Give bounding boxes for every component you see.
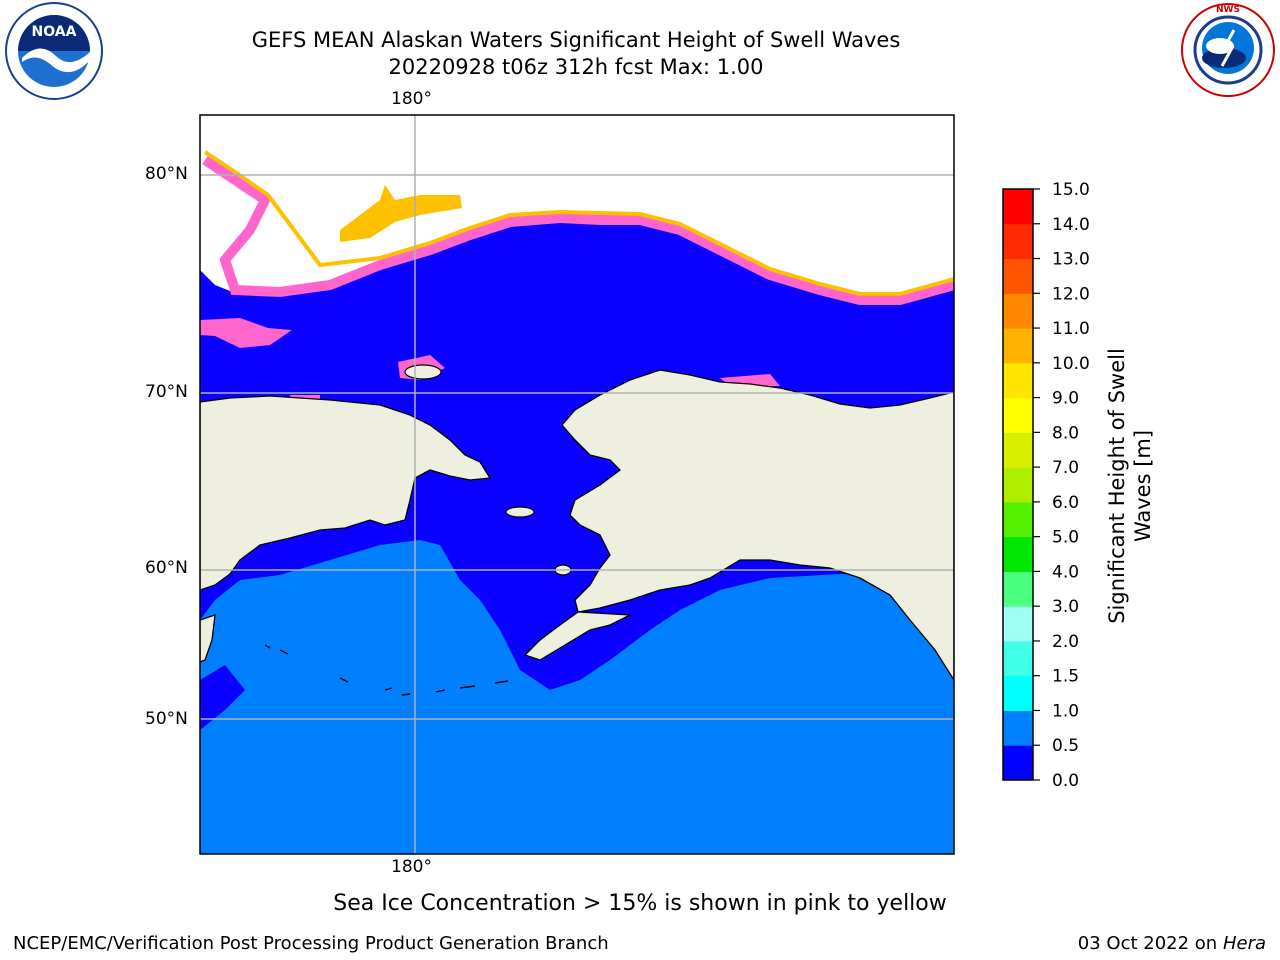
lon-label-bottom: 180° xyxy=(391,857,432,877)
chart-title-line2: 20220928 t06z 312h fcst Max: 1.00 xyxy=(388,55,764,79)
colorbar-tick-label: 2.0 xyxy=(1052,632,1079,652)
sea-ice-note: Sea Ice Concentration > 15% is shown in … xyxy=(333,891,947,916)
lat-label-60: 60°N xyxy=(145,558,188,578)
colorbar-tick-label: 7.0 xyxy=(1052,458,1079,478)
colorbar-tick-label: 0.0 xyxy=(1052,771,1079,791)
colorbar-tick-label: 3.0 xyxy=(1052,597,1079,617)
colorbar-tick-label: 4.0 xyxy=(1052,562,1079,582)
colorbar-tick-label: 0.5 xyxy=(1052,736,1079,756)
colorbar-box xyxy=(1003,745,1033,781)
colorbar-label-line1: Significant Height of Swell xyxy=(1105,348,1129,624)
map-frame xyxy=(199,114,955,855)
colorbar-box xyxy=(1003,536,1033,572)
svg-text:NWS: NWS xyxy=(1216,5,1240,15)
sea-ice-patch xyxy=(200,318,292,348)
land-siberia xyxy=(200,395,492,591)
colorbar-tick-label: 10.0 xyxy=(1052,354,1090,374)
sea-ice-edge xyxy=(202,155,954,305)
colorbar-box xyxy=(1003,467,1033,503)
footer-date: 03 Oct 2022 on xyxy=(1077,933,1223,954)
colorbar-tick-label: 11.0 xyxy=(1052,319,1090,339)
colorbar-tick-label: 5.0 xyxy=(1052,528,1079,548)
colorbar-box xyxy=(1003,640,1033,677)
colorbar-tick-label: 14.0 xyxy=(1052,215,1090,235)
lon-label-top: 180° xyxy=(391,89,432,109)
colorbar-box xyxy=(1003,328,1033,364)
colorbar-box xyxy=(1003,189,1033,225)
colorbar-box xyxy=(1003,293,1033,329)
colorbar-tick-label: 13.0 xyxy=(1052,250,1090,270)
graticule xyxy=(200,115,954,854)
noaa-logo-icon: NOAA xyxy=(5,2,103,100)
colorbar-tick-label: 1.5 xyxy=(1052,667,1079,687)
lat-label-50: 50°N xyxy=(145,709,188,729)
colorbar-tick-label: 12.0 xyxy=(1052,284,1090,304)
colorbar-box xyxy=(1003,571,1033,607)
colorbar-box xyxy=(1003,362,1033,399)
footer-right: 03 Oct 2022 on Hera xyxy=(1078,933,1266,954)
chart-title-line1: GEFS MEAN Alaskan Waters Significant Hei… xyxy=(251,28,901,52)
colorbar-tick-label: 1.0 xyxy=(1052,701,1079,721)
colorbar-tick-label: 9.0 xyxy=(1052,389,1079,409)
colorbar-box xyxy=(1003,258,1033,294)
colorbar-box xyxy=(1003,675,1033,711)
lat-label-80: 80°N xyxy=(145,164,188,184)
colorbar-box xyxy=(1003,432,1033,468)
ocean-swell-low-patch xyxy=(200,665,245,730)
colorbar-box xyxy=(1003,223,1033,260)
colorbar-tick-label: 6.0 xyxy=(1052,493,1079,513)
colorbar-box xyxy=(1003,397,1033,433)
colorbar-tick-label: 8.0 xyxy=(1052,423,1079,443)
colorbar-label-line2: Waves [m] xyxy=(1131,430,1155,542)
colorbar-tick-label: 15.0 xyxy=(1052,180,1090,200)
nws-logo-icon: NWS xyxy=(1181,3,1275,97)
footer-left: NCEP/EMC/Verification Post Processing Pr… xyxy=(13,933,609,954)
footer-host: Hera xyxy=(1222,933,1266,954)
noaa-logo-text: NOAA xyxy=(32,24,77,40)
land-alaska xyxy=(561,369,954,682)
lat-label-70: 70°N xyxy=(145,382,188,402)
colorbar-box xyxy=(1003,710,1033,746)
colorbar-box xyxy=(1003,606,1033,642)
colorbar-box xyxy=(1003,501,1033,538)
